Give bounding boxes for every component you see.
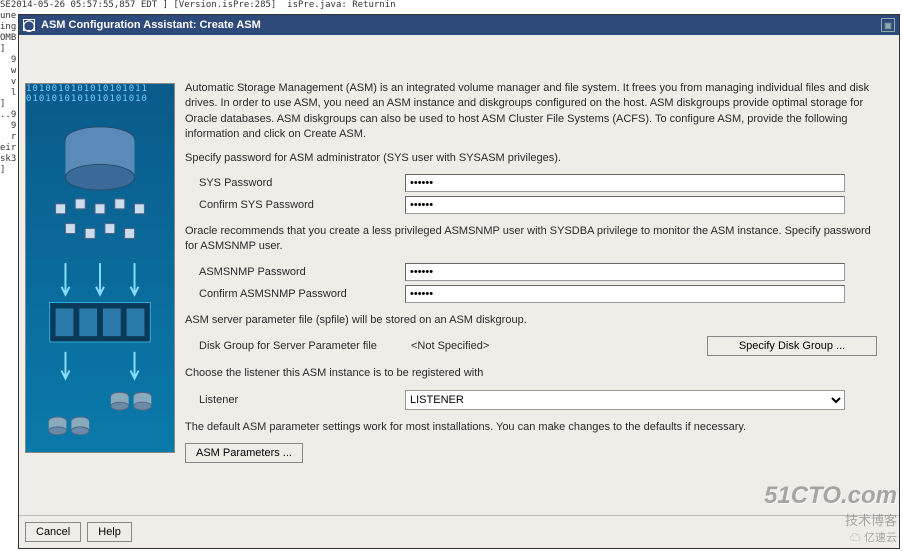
asm-parameters-button[interactable]: ASM Parameters ... <box>185 443 303 463</box>
confirm-asmsnmp-password-label: Confirm ASMSNMP Password <box>185 288 405 300</box>
maximize-icon[interactable]: ▣ <box>881 18 895 32</box>
storage-diagram-icon <box>26 84 174 452</box>
terminal-side-text: SE une ing OMB ] 9 w v l ] ..9 9 r eir s… <box>0 0 18 551</box>
confirm-sys-password-input[interactable] <box>405 196 845 214</box>
intro-text: Automatic Storage Management (ASM) is an… <box>185 81 883 143</box>
window-title: ASM Configuration Assistant: Create ASM <box>41 19 261 31</box>
help-button[interactable]: Help <box>87 522 132 542</box>
listener-select[interactable]: LISTENER <box>405 390 845 410</box>
app-icon: ◯ <box>23 19 35 31</box>
spfile-text: ASM server parameter file (spfile) will … <box>185 313 883 328</box>
window-controls: ▣ <box>881 18 895 32</box>
confirm-asmsnmp-password-input[interactable] <box>405 285 845 303</box>
terminal-top-text: 2014-05-26 05:57:55,857 EDT ] [Version.i… <box>0 0 903 10</box>
diskgroup-value: <Not Specified> <box>405 340 707 352</box>
binary-decoration: 10100101010101010110101010101010101010 <box>26 84 148 104</box>
content-area: 10100101010101010110101010101010101010 <box>19 35 899 515</box>
side-graphic: 10100101010101010110101010101010101010 <box>25 83 175 453</box>
listener-label: Listener <box>185 394 405 406</box>
bottom-bar: Cancel Help <box>19 515 899 548</box>
diskgroup-label: Disk Group for Server Parameter file <box>185 340 405 352</box>
titlebar: ◯ ASM Configuration Assistant: Create AS… <box>19 15 899 35</box>
asmsnmp-password-input[interactable] <box>405 263 845 281</box>
listener-text: Choose the listener this ASM instance is… <box>185 366 883 381</box>
main-panel: Automatic Storage Management (ASM) is an… <box>185 41 893 509</box>
sys-password-label: SYS Password <box>185 177 405 189</box>
defaults-text: The default ASM parameter settings work … <box>185 420 883 435</box>
sys-password-input[interactable] <box>405 174 845 192</box>
asm-config-window: ◯ ASM Configuration Assistant: Create AS… <box>18 14 900 549</box>
section1-text: Specify password for ASM administrator (… <box>185 151 883 166</box>
asmsnmp-password-label: ASMSNMP Password <box>185 266 405 278</box>
confirm-sys-password-label: Confirm SYS Password <box>185 199 405 211</box>
cancel-button[interactable]: Cancel <box>25 522 81 542</box>
section2-text: Oracle recommends that you create a less… <box>185 224 883 255</box>
specify-disk-group-button[interactable]: Specify Disk Group ... <box>707 336 877 356</box>
